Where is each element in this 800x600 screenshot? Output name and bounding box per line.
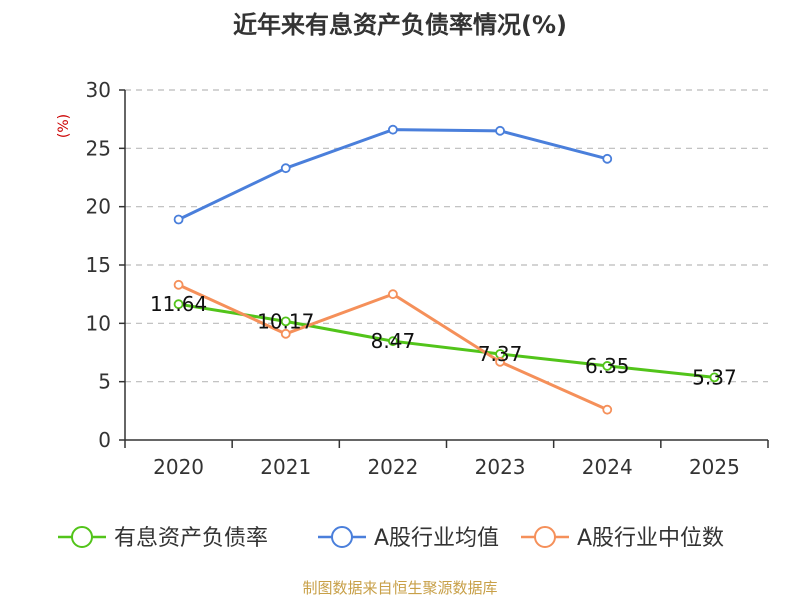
legend-marker [534,526,556,548]
x-tick-label: 2021 [260,455,311,479]
x-tick-label: 2023 [475,455,526,479]
legend-label: 有息资产负债率 [114,526,268,551]
x-tick-label: 2024 [582,455,633,479]
data-label: 10.17 [257,309,314,333]
chart-title: 近年来有息资产负债率情况(%) [233,11,567,39]
grid-lines [125,89,768,383]
data-point[interactable] [602,404,613,415]
series-group [173,124,720,415]
y-tick-label: 0 [98,428,111,452]
x-tick-label: 2020 [153,455,204,479]
source-note: 制图数据来自恒生聚源数据库 [302,579,497,597]
legend-item-0[interactable]: 有息资产负债率 [58,526,268,551]
data-point[interactable] [495,356,505,367]
data-point[interactable] [602,361,613,371]
data-label: 8.47 [371,329,416,353]
data-label: 11.64 [150,292,207,316]
series-line-0 [178,302,715,379]
data-labels: 11.64 10.17 8.47 7.37 6.35 5.37 [150,292,737,389]
data-point[interactable] [173,299,184,310]
legend-label: A股行业均值 [374,526,499,551]
data-point[interactable] [709,372,720,383]
data-point[interactable] [388,124,398,135]
y-tick-label: 15 [86,253,111,277]
x-tick-label: 2025 [689,455,740,479]
data-point[interactable] [280,163,291,174]
x-tick-label: 2022 [367,455,418,479]
y-tick-label: 10 [86,311,111,335]
series-line-1 [177,128,608,221]
data-point[interactable] [280,328,291,339]
data-point[interactable] [173,279,184,290]
data-label: 6.35 [585,354,630,378]
legend-marker [331,526,353,548]
data-point[interactable] [388,336,398,347]
y-tick-label: 30 [86,78,111,102]
legend-item-1[interactable]: A股行业均值 [318,526,499,551]
legend[interactable]: 有息资产负债率 A股行业均值 A股行业中位数 [58,526,724,551]
y-tick-label: 25 [86,136,111,160]
data-label: 5.37 [692,365,737,389]
y-axis-label: (%) [56,114,72,138]
data-point[interactable] [602,153,613,164]
data-label: 7.37 [478,342,523,366]
legend-marker [71,526,93,548]
legend-item-2[interactable]: A股行业中位数 [521,526,724,551]
data-point[interactable] [173,214,184,225]
y-tick-label: 5 [98,370,111,394]
data-point[interactable] [280,316,291,327]
data-point[interactable] [388,289,398,300]
data-point[interactable] [495,125,505,136]
y-tick-label: 20 [86,195,111,219]
legend-label: A股行业中位数 [577,526,724,551]
